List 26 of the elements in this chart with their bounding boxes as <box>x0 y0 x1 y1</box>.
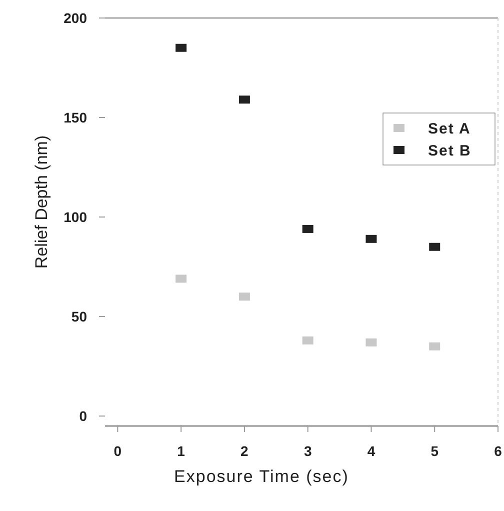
point <box>429 342 440 350</box>
x-axis-title: Exposure Time (sec) <box>174 467 349 486</box>
legend-label: Set A <box>428 120 471 138</box>
y-tick-label: 150 <box>64 109 88 126</box>
point <box>302 336 314 344</box>
point <box>238 292 250 301</box>
x-tick-label: 0 <box>114 443 122 459</box>
x-tick-label: 1 <box>177 443 186 459</box>
point <box>238 96 250 104</box>
x-tick-label: 4 <box>367 443 376 459</box>
point <box>176 274 187 283</box>
x-tick-label: 6 <box>494 443 502 459</box>
x-tick-label: 2 <box>240 443 249 459</box>
y-tick-label: 200 <box>64 10 88 26</box>
x-tick-label: 3 <box>304 443 312 459</box>
point <box>302 224 314 233</box>
y-tick-label: 100 <box>64 208 88 225</box>
point <box>429 242 440 251</box>
y-axis-title: Relief Depth (nm) <box>32 135 51 269</box>
y-tick-label: 0 <box>79 408 88 424</box>
legend-label: Set B <box>428 142 472 160</box>
y-tick-label: 50 <box>71 308 88 324</box>
point <box>366 234 377 243</box>
point <box>366 338 377 346</box>
point <box>176 44 187 52</box>
x-tick-label: 5 <box>430 443 439 459</box>
